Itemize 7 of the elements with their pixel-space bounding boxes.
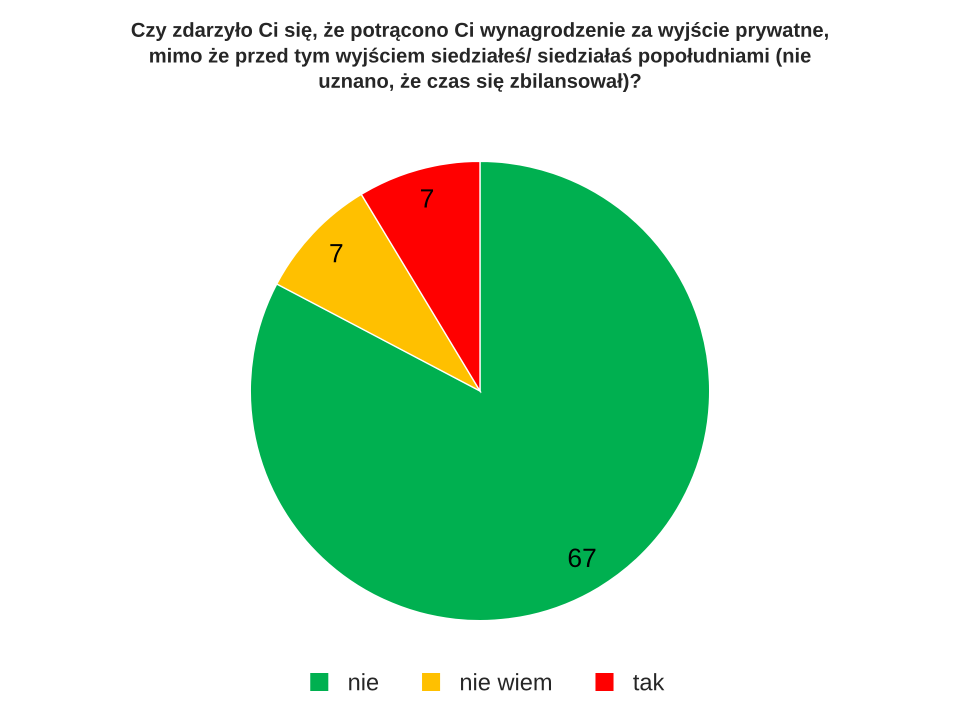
data-label: 7 [421, 189, 434, 208]
legend-label: nie [349, 673, 378, 690]
legend-label: nie wiem [460, 673, 552, 690]
data-label: 67 [568, 548, 596, 568]
legend-label: tak [633, 673, 664, 690]
data-label: 7 [330, 244, 342, 262]
chart-title: Czy zdarzyło Ci się, że potrącono Ci wynagrodzenie za wyjście prywatne, mimo że przed tym wyjściem siedziałeś/ siedziałaś popołudniami (nie uznano, że czas się zbilansował)? [132, 22, 828, 92]
